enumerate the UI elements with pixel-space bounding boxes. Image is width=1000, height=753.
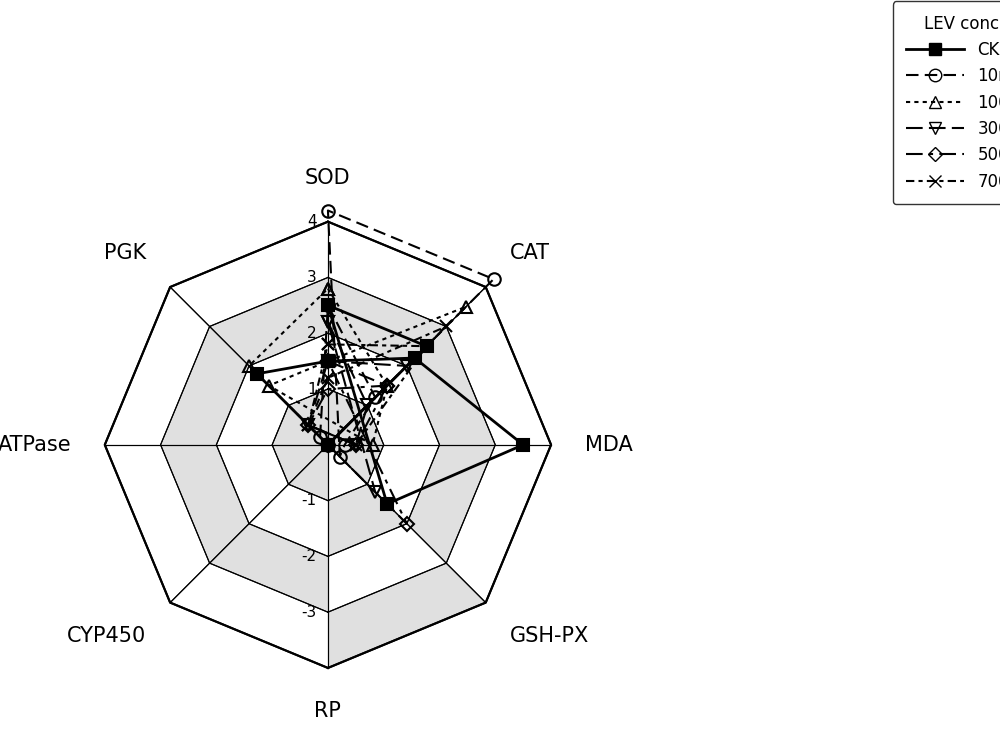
- Text: PGK: PGK: [104, 243, 146, 264]
- Polygon shape: [161, 277, 495, 612]
- Text: -1: -1: [302, 493, 317, 508]
- Polygon shape: [216, 334, 440, 556]
- Text: CAT: CAT: [509, 243, 549, 264]
- Polygon shape: [105, 221, 551, 668]
- Text: 1: 1: [307, 382, 317, 397]
- Text: MDA: MDA: [585, 434, 632, 455]
- Polygon shape: [272, 389, 384, 501]
- Text: GSH-PX: GSH-PX: [509, 626, 589, 646]
- Text: CYP450: CYP450: [67, 626, 146, 646]
- Text: 4: 4: [307, 214, 317, 229]
- Polygon shape: [105, 221, 551, 668]
- Polygon shape: [272, 389, 384, 501]
- Text: RP: RP: [314, 702, 341, 721]
- Text: -2: -2: [302, 549, 317, 564]
- Text: 3: 3: [307, 270, 317, 285]
- Text: SOD: SOD: [305, 168, 351, 188]
- Text: 2: 2: [307, 326, 317, 341]
- Legend: CK, 10ng/L, 100ng/L, 300ng/L, 500ng/L, 700ng/L: CK, 10ng/L, 100ng/L, 300ng/L, 500ng/L, 7…: [893, 2, 1000, 204]
- Polygon shape: [161, 277, 495, 612]
- Text: ATPase: ATPase: [0, 434, 71, 455]
- Polygon shape: [216, 334, 440, 556]
- Text: -3: -3: [302, 605, 317, 620]
